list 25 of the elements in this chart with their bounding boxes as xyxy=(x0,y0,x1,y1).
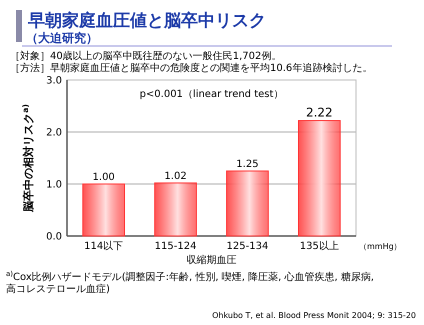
text: （mmHg） xyxy=(359,242,402,251)
x-tick-label: 114以下 xyxy=(84,240,124,252)
text: Ohkubo T, et al. Blood Press Monit 2004; 9: 315-20 xyxy=(212,311,416,320)
chart-title: 早朝家庭血圧値と脳卒中リスク xyxy=(27,11,266,31)
y-tick-label: 1.0 xyxy=(46,180,62,190)
data-label: 1.25 xyxy=(236,159,259,170)
x-tick-label: 135以上 xyxy=(300,240,339,252)
text: ［方法］早朝家庭血圧値と脳卒中の危険度との関連を平均10.6年追跡検討した。 xyxy=(10,62,372,74)
text: $^{a)}$Cox比例ハザードモデル(調整因子:年齢, 性別, 喫煙, 降圧薬, 心血管疾患, 糖尿病, 高コレステロール血症) xyxy=(6,270,374,295)
chart-subtitle: （大迫研究） xyxy=(26,31,98,45)
y-tick-label: 0.0 xyxy=(46,232,62,242)
data-label: 1.00 xyxy=(92,172,115,183)
data-label: 2.22 xyxy=(306,106,333,120)
data-label: 1.02 xyxy=(164,170,187,182)
bar xyxy=(226,170,269,236)
y-tick-label: 3.0 xyxy=(46,76,62,86)
text: ［対象］40歳以上の脳卒中既往歴のない一般住民1,702例。 xyxy=(10,50,282,62)
bar xyxy=(154,182,197,236)
bar xyxy=(298,120,341,236)
annotation: p<0.001（linear trend test） xyxy=(140,89,284,100)
bar xyxy=(82,184,126,236)
x-tick-label: 125-134 xyxy=(226,241,268,252)
y-tick-label: 2.0 xyxy=(46,128,62,138)
x-tick-label: 115-124 xyxy=(154,241,196,252)
x-axis-title: 収縮期血圧 xyxy=(186,254,236,266)
